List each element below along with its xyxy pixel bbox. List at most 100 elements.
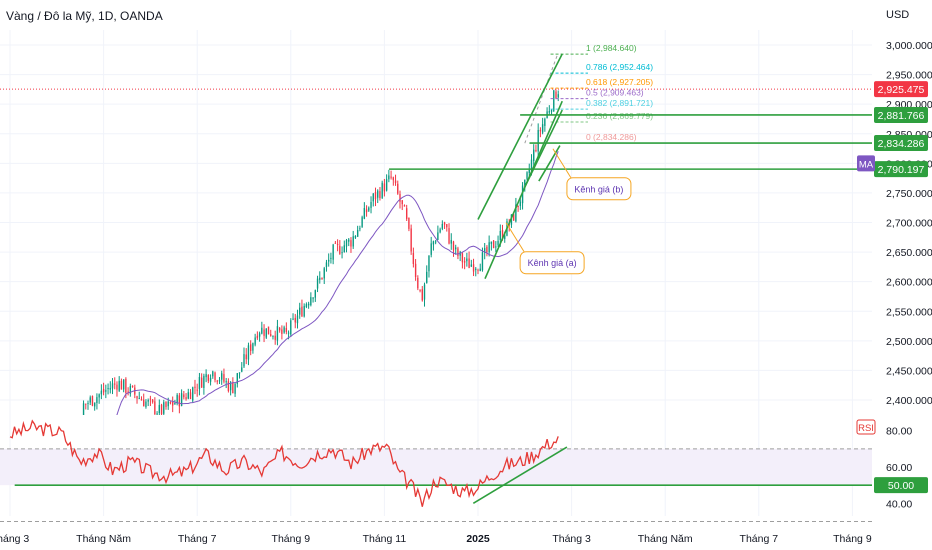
- candle-body: [205, 374, 207, 378]
- candle-body: [225, 381, 227, 383]
- candle-body: [212, 371, 214, 377]
- candle-body: [287, 332, 290, 334]
- candle-body: [265, 328, 267, 338]
- candle-body: [432, 241, 435, 245]
- candle-body: [455, 247, 457, 250]
- fib-level-label: 0.618 (2,927.205): [586, 77, 653, 87]
- candle-body: [294, 317, 296, 323]
- rsi-trendline: [472, 446, 568, 504]
- candle-body: [499, 230, 501, 241]
- candle-body: [365, 209, 368, 213]
- candle-body: [154, 401, 156, 415]
- candle-body: [336, 243, 339, 245]
- candle-body: [245, 354, 247, 360]
- candle-body: [29, 538, 30, 545]
- candle-body: [399, 193, 401, 202]
- candle-body: [258, 333, 261, 337]
- candle-body: [301, 306, 303, 317]
- annotation-leader: [505, 222, 525, 252]
- candle-body: [403, 205, 406, 207]
- candle-body: [405, 208, 408, 219]
- fib-level-label: 0.236 (2,869.779): [586, 111, 653, 121]
- candle-body: [114, 383, 116, 385]
- candle-body: [12, 548, 13, 549]
- candle-body: [327, 259, 330, 262]
- candle-body: [350, 240, 352, 247]
- candle-body: [136, 396, 138, 399]
- rsi-tick-label: 40.00: [886, 498, 912, 510]
- level-tag: 2,834.286: [878, 138, 925, 150]
- candle-body: [314, 290, 317, 298]
- candle-body: [533, 149, 535, 162]
- candle-body: [198, 377, 201, 389]
- candle-body: [116, 384, 118, 390]
- rsi-tick-label: 80.00: [886, 426, 912, 438]
- candle-body: [292, 318, 294, 320]
- candle-body: [388, 175, 390, 180]
- candle-body: [321, 277, 323, 279]
- candle-body: [497, 240, 499, 246]
- candle-body: [303, 306, 305, 317]
- candle-body: [274, 335, 276, 340]
- candle-body: [89, 397, 91, 403]
- candle-body: [535, 150, 537, 152]
- candle-body: [339, 245, 341, 254]
- candle-body: [171, 401, 174, 406]
- candle-body: [238, 372, 241, 374]
- candle-body: [185, 397, 187, 400]
- candle-body: [192, 387, 194, 401]
- candle-body: [430, 243, 432, 255]
- candle-body: [232, 382, 234, 393]
- candle-body: [492, 240, 495, 249]
- candle-body: [54, 523, 55, 526]
- y-tick-label: 2,400.000: [886, 395, 932, 407]
- fib-level-label: 0.786 (2,952.464): [586, 62, 653, 72]
- candle-body: [243, 354, 245, 367]
- candle-body: [379, 191, 381, 199]
- candle-body: [537, 130, 539, 152]
- x-tick-label: Tháng 9: [272, 533, 311, 545]
- candle-body: [74, 500, 75, 522]
- candle-body: [180, 393, 183, 406]
- candle-body: [441, 223, 444, 229]
- candle-body: [397, 183, 399, 194]
- level-tag: 2,881.766: [878, 110, 925, 122]
- candle-body: [392, 177, 395, 181]
- candle-body: [452, 241, 455, 251]
- candle-body: [223, 374, 225, 382]
- candle-body: [457, 248, 459, 257]
- y-tick-label: 2,500.000: [886, 336, 932, 348]
- candle-body: [296, 315, 299, 324]
- candle-body: [285, 328, 288, 332]
- candle-body: [100, 390, 103, 395]
- candle-body: [515, 204, 517, 222]
- candle-body: [312, 297, 314, 299]
- candle-body: [169, 401, 172, 404]
- candle-body: [281, 329, 283, 334]
- fib-level-label: 0.5 (2,909.463): [586, 88, 644, 98]
- candle-body: [261, 327, 263, 334]
- candle-body: [423, 284, 426, 300]
- candle-body: [254, 337, 256, 345]
- x-tick-label: Tháng 7: [740, 533, 779, 545]
- candle-body: [426, 271, 428, 283]
- candle-body: [151, 399, 154, 403]
- candle-body: [341, 252, 343, 254]
- candle-body: [102, 389, 105, 393]
- candle-body: [385, 179, 388, 191]
- candle-body: [216, 380, 218, 382]
- candle-body: [65, 523, 66, 528]
- candle-body: [56, 527, 57, 531]
- candle-body: [45, 524, 46, 532]
- candle-body: [526, 172, 528, 179]
- candle-body: [236, 373, 239, 384]
- candle-body: [557, 94, 559, 98]
- candle-body: [490, 241, 493, 244]
- candle-body: [32, 538, 33, 539]
- candle-body: [359, 228, 361, 230]
- candle-body: [383, 183, 386, 192]
- candle-body: [283, 327, 285, 333]
- candle-body: [463, 261, 466, 263]
